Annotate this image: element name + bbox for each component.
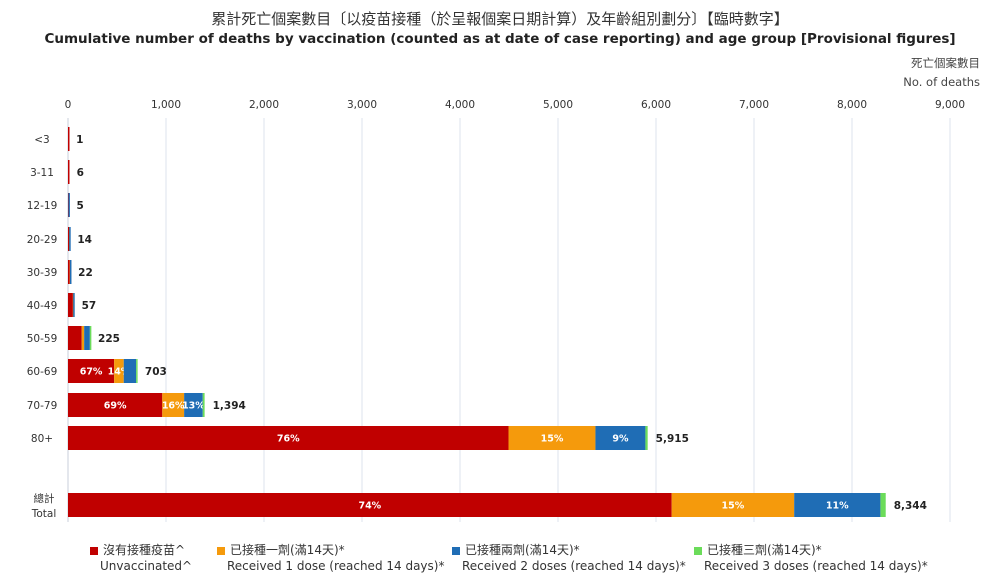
category-label: 60-69 bbox=[27, 366, 58, 378]
bar-segment bbox=[595, 426, 646, 450]
segment-percent-label: 13% bbox=[182, 401, 205, 412]
bar-segment bbox=[123, 359, 137, 383]
bar-segment bbox=[89, 326, 92, 350]
legend-label-zh: 已接種兩劑(滿14天)* bbox=[465, 543, 580, 557]
category-label: 50-59 bbox=[27, 333, 58, 345]
bar-total-label: 703 bbox=[145, 366, 167, 378]
bar-segment bbox=[162, 393, 185, 417]
legend-label-zh: 已接種三劑(滿14天)* bbox=[707, 543, 822, 557]
bar-segment bbox=[184, 393, 203, 417]
legend-label-en: Received 1 dose (reached 14 days)* bbox=[227, 559, 445, 573]
bar-segment bbox=[880, 493, 886, 517]
bar-segment bbox=[68, 326, 82, 350]
category-label: <3 bbox=[34, 134, 49, 146]
bar-segment bbox=[69, 260, 72, 284]
chart-title-en: Cumulative number of deaths by vaccinati… bbox=[44, 31, 956, 47]
x-tick-label: 5,000 bbox=[543, 99, 573, 111]
bar-segment bbox=[69, 227, 71, 251]
bar-total-label: 5,915 bbox=[656, 433, 689, 445]
x-tick-label: 3,000 bbox=[347, 99, 377, 111]
bar-segment bbox=[68, 160, 70, 184]
category-label: 3-11 bbox=[30, 167, 54, 179]
legend-swatch bbox=[217, 546, 225, 555]
legend-swatch bbox=[90, 546, 98, 555]
bar-segment bbox=[508, 426, 596, 450]
bar-segment bbox=[671, 493, 795, 517]
bar-segment bbox=[68, 426, 509, 450]
x-tick-label: 4,000 bbox=[445, 99, 475, 111]
category-label: 30-39 bbox=[27, 267, 58, 279]
category-label: 20-29 bbox=[27, 234, 58, 246]
segment-percent-label: 9% bbox=[612, 434, 629, 445]
category-label: 40-49 bbox=[27, 300, 58, 312]
bar-segment bbox=[794, 493, 881, 517]
legend-item-one-dose: 已接種一劑(滿14天)* Received 1 dose (reached 14… bbox=[217, 541, 444, 573]
legend-label-en: Received 2 doses (reached 14 days)* bbox=[462, 559, 686, 573]
legend-label-zh: 已接種一劑(滿14天)* bbox=[230, 543, 345, 557]
unit-label-en: No. of deaths bbox=[903, 75, 980, 89]
category-label: Total bbox=[31, 508, 57, 520]
segment-percent-label: 11% bbox=[826, 501, 849, 512]
bar-total-label: 14 bbox=[77, 234, 92, 246]
segment-percent-label: 15% bbox=[722, 501, 745, 512]
bar-segment bbox=[68, 193, 70, 217]
legend-label-en: Received 3 doses (reached 14 days)* bbox=[704, 559, 928, 573]
legend: 沒有接種疫苗^ Unvaccinated^ 已接種一劑(滿14天)* Recei… bbox=[0, 541, 1000, 581]
bar-total-label: 1 bbox=[76, 134, 83, 146]
x-tick-label: 0 bbox=[65, 99, 72, 111]
category-label: 總計 bbox=[34, 492, 55, 505]
legend-label-zh: 沒有接種疫苗^ bbox=[103, 543, 186, 557]
bar-total-label: 22 bbox=[78, 267, 93, 279]
bar-segment bbox=[645, 426, 648, 450]
bar-segment bbox=[202, 393, 205, 417]
bar-total-label: 225 bbox=[98, 333, 120, 345]
bar-segment bbox=[114, 359, 124, 383]
legend-item-unvaccinated: 沒有接種疫苗^ Unvaccinated^ bbox=[90, 541, 192, 573]
x-tick-label: 1,000 bbox=[151, 99, 181, 111]
bar-total-label: 57 bbox=[82, 300, 97, 312]
x-tick-label: 7,000 bbox=[739, 99, 769, 111]
x-tick-label: 6,000 bbox=[641, 99, 671, 111]
bar-segment bbox=[136, 359, 138, 383]
bar-segment bbox=[68, 227, 70, 251]
x-tick-label: 8,000 bbox=[837, 99, 867, 111]
legend-item-two-doses: 已接種兩劑(滿14天)* Received 2 doses (reached 1… bbox=[452, 541, 686, 573]
legend-swatch bbox=[694, 546, 702, 555]
category-label: 80+ bbox=[31, 433, 53, 445]
bar-total-label: 1,394 bbox=[213, 400, 246, 412]
segment-percent-label: 14% bbox=[108, 367, 131, 378]
bar-segment bbox=[81, 326, 85, 350]
legend-label-en: Unvaccinated^ bbox=[100, 559, 193, 573]
segment-percent-label: 74% bbox=[358, 501, 381, 512]
stacked-bar-chart: 0 1,000 2,000 3,000 4,000 5,000 6,000 7,000 8,00… bbox=[27, 99, 965, 522]
bar-segment bbox=[68, 260, 70, 284]
segment-percent-label: 69% bbox=[104, 401, 127, 412]
bar-segment bbox=[68, 493, 672, 517]
segment-percent-label: 76% bbox=[277, 434, 300, 445]
bar-total-label: 6 bbox=[77, 167, 84, 179]
segment-percent-label: 15% bbox=[541, 434, 564, 445]
bar-total-label: 5 bbox=[76, 200, 83, 212]
unit-label-zh: 死亡個案數目 bbox=[911, 56, 980, 70]
category-label: 12-19 bbox=[27, 200, 58, 212]
bar-segment bbox=[68, 359, 115, 383]
bar-total-label: 8,344 bbox=[894, 500, 927, 512]
bar-segment bbox=[68, 293, 73, 317]
chart-title-zh: 累計死亡個案數目〔以疫苗接種（於呈報個案日期計算）及年齡組別劃分〕【臨時數字】 bbox=[211, 10, 789, 28]
x-tick-label: 9,000 bbox=[935, 99, 965, 111]
x-tick-label: 2,000 bbox=[249, 99, 279, 111]
bar-segment bbox=[84, 326, 90, 350]
legend-swatch bbox=[452, 546, 460, 555]
segment-percent-label: 16% bbox=[162, 401, 185, 412]
category-label: 70-79 bbox=[27, 400, 58, 412]
legend-item-three-doses: 已接種三劑(滿14天)* Received 3 doses (reached 1… bbox=[694, 541, 928, 573]
bar-segment bbox=[73, 293, 75, 317]
bar-segment bbox=[68, 393, 163, 417]
bar-segment bbox=[68, 127, 70, 151]
segment-percent-label: 67% bbox=[80, 367, 103, 378]
